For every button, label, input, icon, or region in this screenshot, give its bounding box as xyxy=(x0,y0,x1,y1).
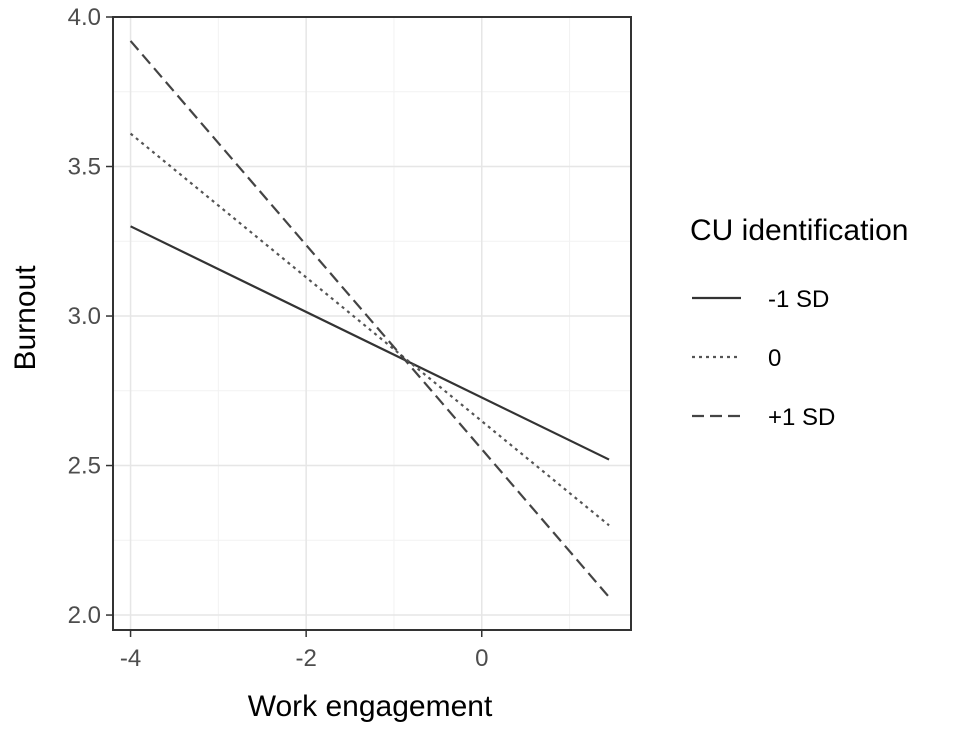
x-axis: -4 -2 0 xyxy=(120,630,488,672)
y-tick-label: 2.0 xyxy=(68,602,101,629)
y-axis-title: Burnout xyxy=(9,265,42,371)
x-tick-label: -4 xyxy=(120,645,141,672)
series-line-dotted xyxy=(129,132,610,527)
minor-gridlines xyxy=(113,17,631,630)
x-tick-label: 0 xyxy=(475,645,488,672)
legend: CU identification -1 SD 0 +1 SD xyxy=(690,214,908,431)
y-tick-label: 3.5 xyxy=(68,154,101,181)
legend-label: 0 xyxy=(768,345,781,372)
series-line-solid xyxy=(130,225,610,461)
y-tick-label: 3.0 xyxy=(68,303,101,330)
y-tick-label: 2.5 xyxy=(68,453,101,480)
series-lines xyxy=(129,40,610,598)
series-line-dashed xyxy=(129,40,610,598)
y-tick-label: 4.0 xyxy=(68,4,101,31)
x-axis-title: Work engagement xyxy=(248,690,493,723)
plot-border xyxy=(112,16,632,631)
legend-label: +1 SD xyxy=(768,404,835,431)
plot-panel xyxy=(113,17,631,630)
y-axis: 2.0 2.5 3.0 3.5 4.0 xyxy=(68,4,113,629)
x-tick-label: -2 xyxy=(295,645,316,672)
legend-title: CU identification xyxy=(690,214,908,247)
major-gridlines xyxy=(113,16,631,630)
legend-label: -1 SD xyxy=(768,286,829,313)
